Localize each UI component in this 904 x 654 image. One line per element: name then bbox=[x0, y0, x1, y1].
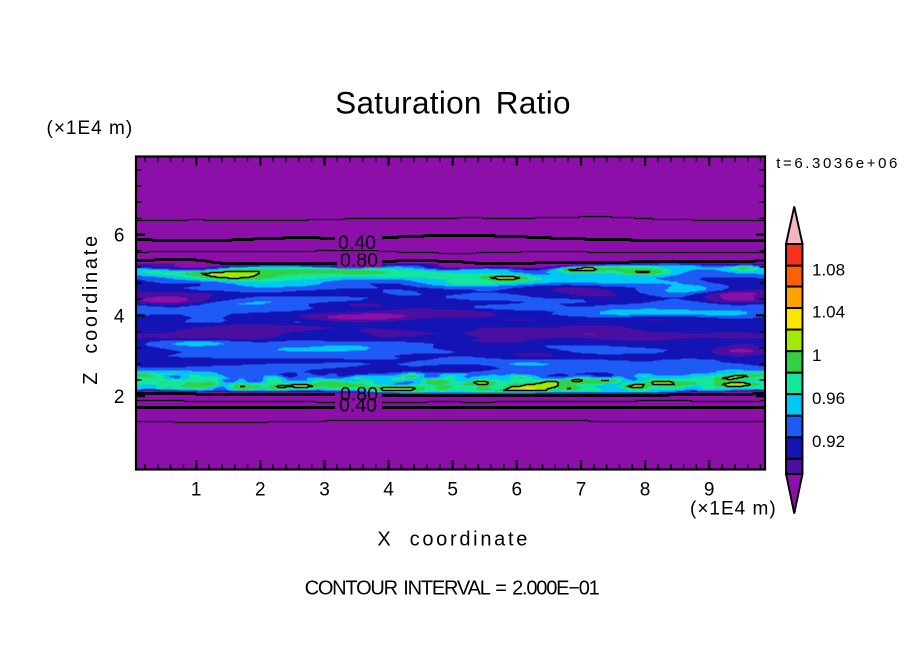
svg-text:5: 5 bbox=[447, 479, 458, 500]
svg-text:Z coordinate: Z coordinate bbox=[80, 233, 102, 385]
svg-text:(×1E4 m): (×1E4 m) bbox=[47, 118, 134, 139]
svg-text:0.40: 0.40 bbox=[338, 232, 376, 254]
svg-text:6: 6 bbox=[114, 226, 125, 247]
svg-text:9: 9 bbox=[704, 479, 715, 500]
svg-text:(×1E4 m): (×1E4 m) bbox=[690, 499, 777, 520]
svg-text:Saturation Ratio: Saturation Ratio bbox=[335, 85, 571, 121]
svg-text:0.80: 0.80 bbox=[340, 250, 378, 272]
svg-text:2: 2 bbox=[255, 479, 266, 500]
svg-text:4: 4 bbox=[114, 306, 125, 327]
svg-text:1.04: 1.04 bbox=[812, 303, 845, 322]
svg-text:t=6.3036e+06: t=6.3036e+06 bbox=[776, 155, 900, 172]
svg-text:6: 6 bbox=[512, 479, 523, 500]
svg-text:1: 1 bbox=[191, 479, 202, 500]
svg-text:X coordinate: X coordinate bbox=[377, 529, 530, 551]
svg-text:7: 7 bbox=[576, 479, 587, 500]
svg-text:0.96: 0.96 bbox=[812, 389, 845, 408]
svg-text:3: 3 bbox=[319, 479, 330, 500]
svg-text:0.92: 0.92 bbox=[812, 432, 845, 451]
svg-text:4: 4 bbox=[383, 479, 394, 500]
svg-text:0.40: 0.40 bbox=[339, 395, 377, 417]
svg-text:8: 8 bbox=[640, 479, 651, 500]
svg-text:1.08: 1.08 bbox=[812, 260, 845, 279]
svg-text:CONTOUR INTERVAL = 2.000E−01: CONTOUR INTERVAL = 2.000E−01 bbox=[305, 578, 600, 600]
svg-text:0.80: 0.80 bbox=[340, 384, 378, 406]
svg-text:1: 1 bbox=[812, 346, 821, 365]
svg-text:2: 2 bbox=[114, 387, 125, 408]
